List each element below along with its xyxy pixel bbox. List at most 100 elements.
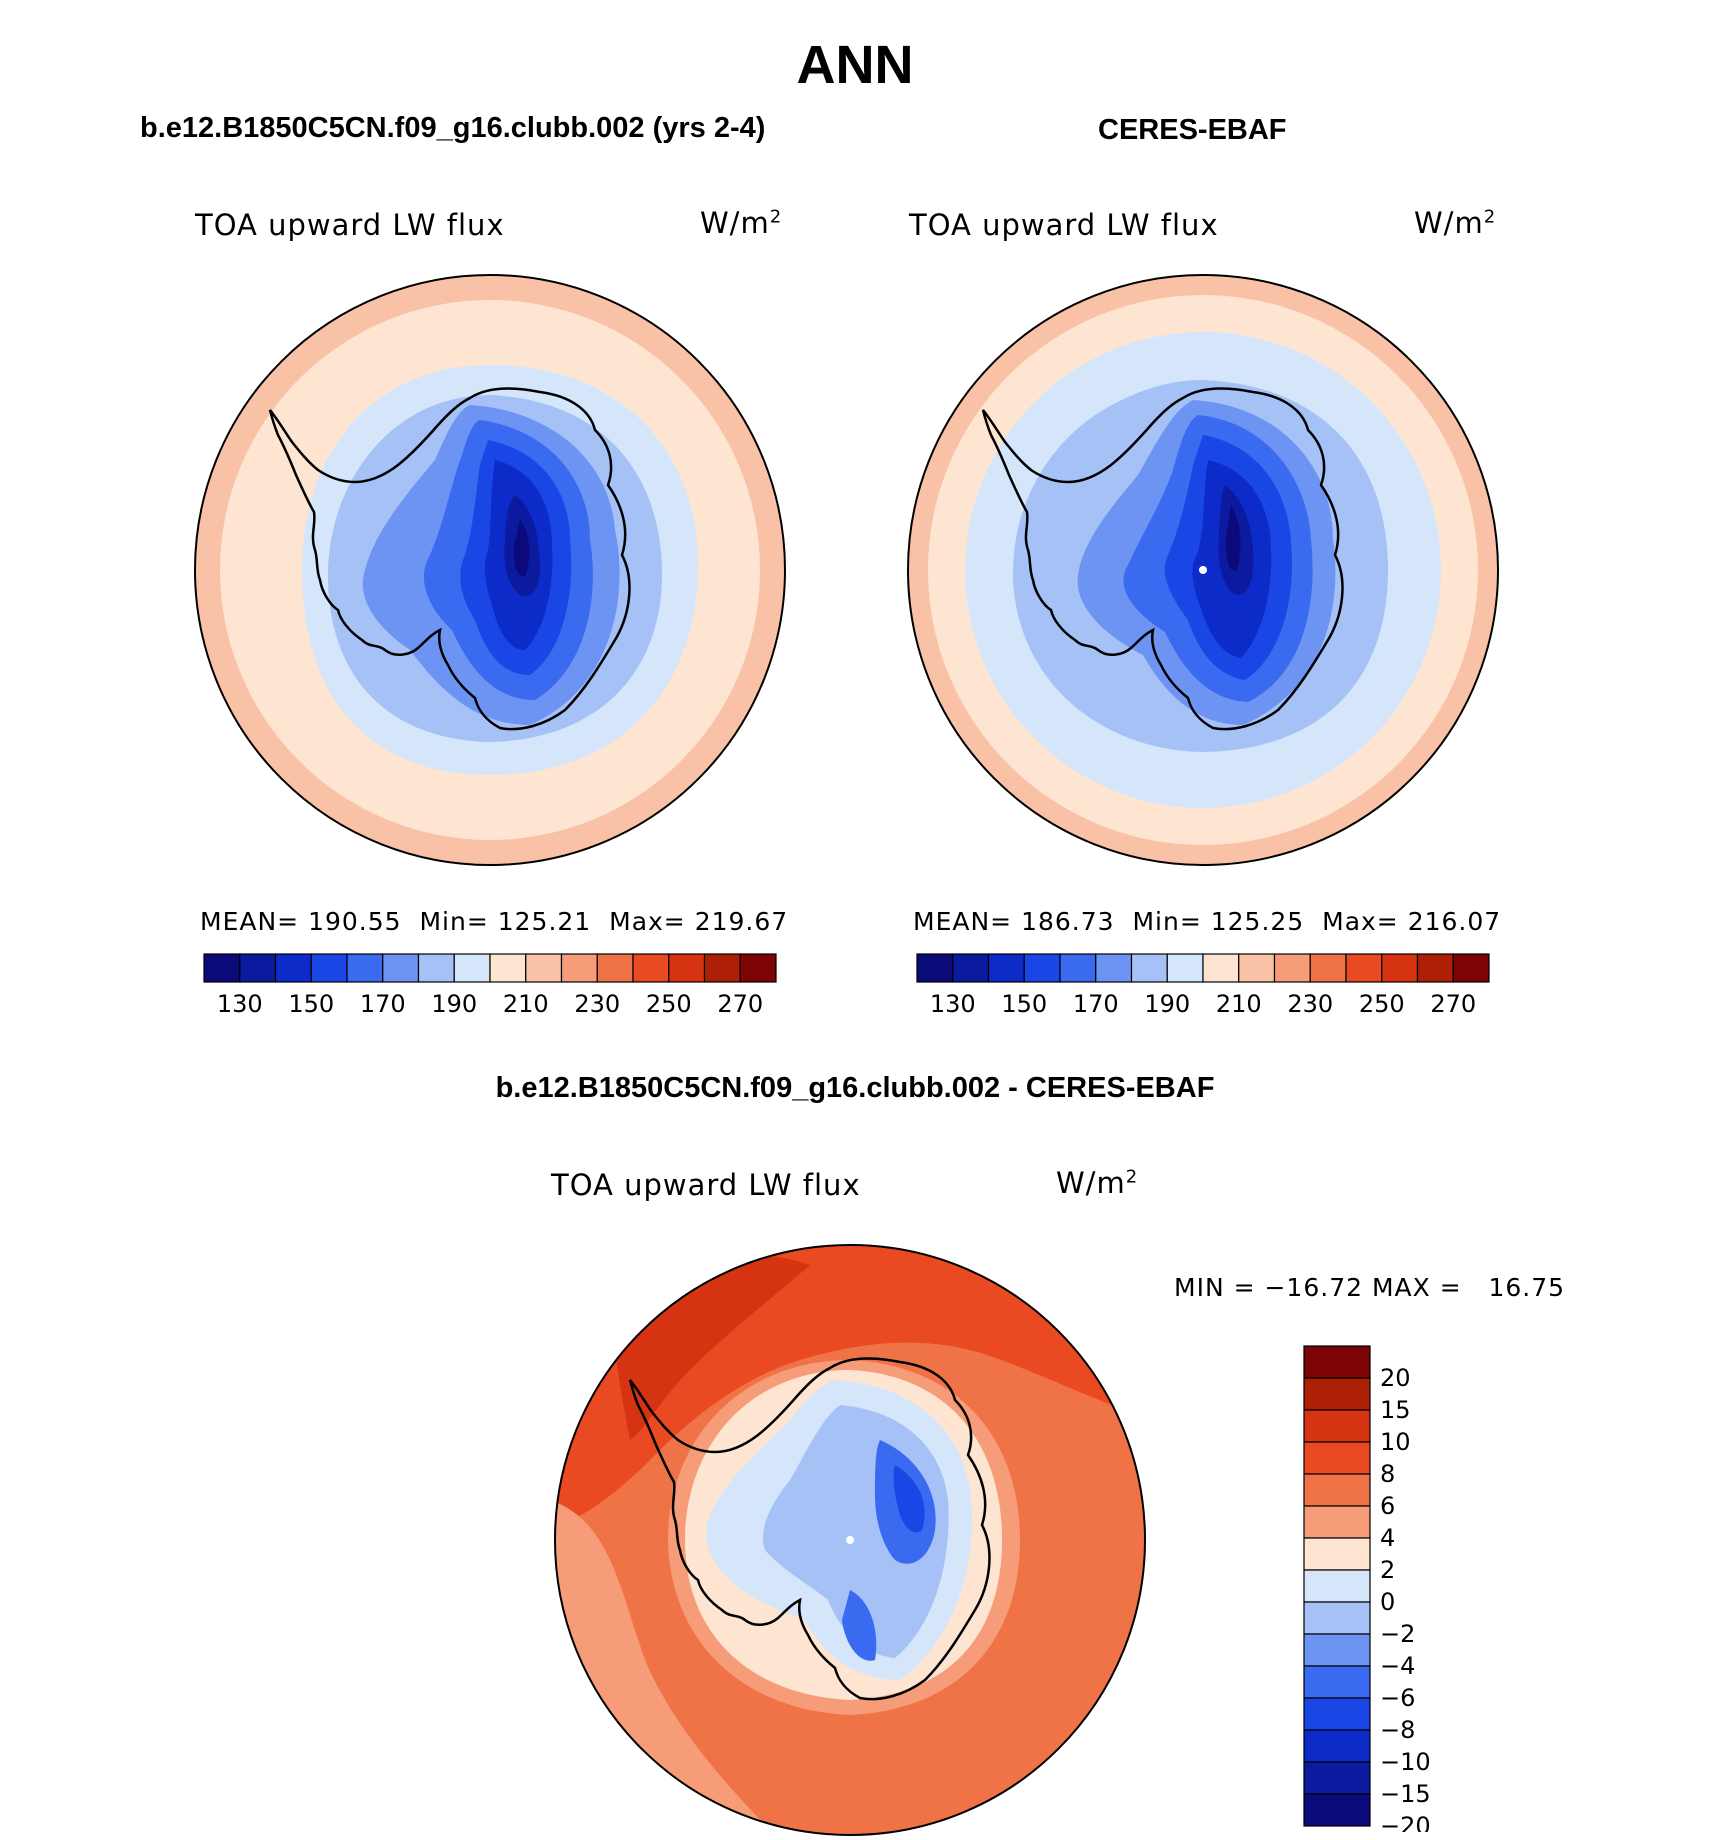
model-coastline [268,387,631,731]
diff-colorbar-swatch [1303,1665,1371,1699]
obs-pole-marker [1199,566,1207,574]
obs-colorbar-swatch [987,953,1025,983]
diff-variable-label: TOA upward LW flux [551,1168,861,1202]
model-colorbar-swatch [739,953,777,983]
diff-colorbar-tick-label: −2 [1380,1620,1415,1648]
model-colorbar-swatch [203,953,241,983]
model-colorbar-tick-label: 210 [503,990,549,1018]
model-colorbar-swatch [560,953,598,983]
model-mean-label: MEAN= [200,907,300,936]
obs-colorbar-swatch [1416,953,1454,983]
obs-case-title: CERES-EBAF [1098,114,1287,146]
model-colorbar-tick-label: 270 [717,990,763,1018]
model-colorbar-tick-label: 150 [288,990,334,1018]
diff-colorbar-tick-label: −8 [1380,1716,1415,1744]
obs-colorbar-swatch [1059,953,1097,983]
obs-coastline [981,387,1344,731]
model-colorbar-tick-label: 130 [217,990,263,1018]
obs-colorbar-swatch [1095,953,1133,983]
diff-colorbar-swatch [1303,1569,1371,1603]
model-colorbar-swatch [310,953,348,983]
diff-colorbar-tick-label: 20 [1380,1364,1411,1392]
obs-map-border [907,274,1499,866]
obs-colorbar-swatch [1345,953,1383,983]
obs-stats: MEAN= 186.73 Min= 125.25 Max= 216.07 [913,907,1501,936]
model-colorbar-tick-label: 250 [646,990,692,1018]
obs-colorbar-swatch [1452,953,1490,983]
model-colorbar-tick-label: 230 [574,990,620,1018]
obs-mean-label: MEAN= [913,907,1013,936]
page-title: ANN [796,35,914,95]
diff-colorbar-swatch [1303,1761,1371,1795]
model-colorbar: 130 150 170 190 210 230 250 270 [203,953,777,1018]
obs-colorbar-tick-label: 210 [1216,990,1262,1018]
obs-colorbar-swatch [952,953,990,983]
model-polar-map [194,274,786,866]
diff-colorbar-swatch [1303,1633,1371,1667]
diff-case-title: b.e12.B1850C5CN.f09_g16.clubb.002 - CERE… [495,1072,1215,1104]
obs-colorbar-tick-label: 230 [1287,990,1333,1018]
model-stats: MEAN= 190.55 Min= 125.21 Max= 219.67 [200,907,788,936]
obs-variable-label: TOA upward LW flux [909,208,1219,242]
obs-mean-value: 186.73 [1021,907,1115,936]
obs-colorbar-swatch [1381,953,1419,983]
model-map-border [194,274,786,866]
diff-colorbar-tick-label: 0 [1380,1588,1395,1616]
obs-colorbar-tick-label: 150 [1001,990,1047,1018]
model-colorbar-swatch [632,953,670,983]
obs-colorbar-swatch [1238,953,1276,983]
model-colorbar-tick-label: 190 [431,990,477,1018]
obs-colorbar-swatch [1166,953,1204,983]
diff-units: W/m2 [1056,1166,1138,1200]
model-min-value: 125.21 [497,907,592,936]
diff-units-base: W/m [1056,1166,1126,1200]
obs-units-base: W/m [1414,206,1484,240]
obs-units: W/m2 [1414,206,1496,240]
obs-colorbar-swatch [1309,953,1347,983]
obs-colorbar-tick-label: 130 [930,990,976,1018]
diff-colorbar-swatch [1303,1441,1371,1475]
diff-colorbar-tick-label: 10 [1380,1428,1411,1456]
diff-colorbar-swatch [1303,1697,1371,1731]
model-mean-value: 190.55 [308,907,402,936]
diff-colorbar-swatch [1303,1505,1371,1539]
model-colorbar-swatch [596,953,634,983]
obs-polar-map [907,274,1499,866]
diff-colorbar-swatch [1303,1377,1371,1411]
model-max-label: Max= [609,907,686,936]
diff-colorbar-swatch [1303,1537,1371,1571]
model-variable-label: TOA upward LW flux [195,208,505,242]
model-colorbar-swatch [453,953,491,983]
model-colorbar-tick-label: 170 [360,990,406,1018]
diff-field-band-neg8-peninsula [842,1590,877,1661]
obs-colorbar-swatch [1023,953,1061,983]
diff-map-border [554,1244,1146,1836]
diff-colorbar-swatch [1303,1793,1371,1827]
diff-coastline [628,1357,991,1701]
model-colorbar-swatch [274,953,312,983]
diff-colorbar-tick-label: −6 [1380,1684,1415,1712]
model-colorbar-swatch [489,953,527,983]
model-min-label: Min= [419,907,489,936]
diff-colorbar-tick-label: −15 [1380,1780,1431,1808]
diff-units-exponent: 2 [1125,1166,1139,1188]
model-field-band-130 [513,520,530,576]
model-colorbar-swatch [703,953,741,983]
model-units-base: W/m [700,206,770,240]
diff-colorbar-swatch [1303,1409,1371,1443]
diff-colorbar-tick-label: 8 [1380,1460,1395,1488]
model-colorbar-swatch [525,953,563,983]
diff-colorbar-tick-label: 6 [1380,1492,1395,1520]
diff-colorbar-tick-label: −10 [1380,1748,1431,1776]
obs-colorbar-tick-label: 190 [1144,990,1190,1018]
model-units-exponent: 2 [769,206,783,228]
obs-colorbar-tick-label: 170 [1073,990,1119,1018]
obs-min-value: 125.25 [1210,907,1305,936]
obs-colorbar-tick-label: 250 [1359,990,1405,1018]
diff-colorbar-swatch [1303,1729,1371,1763]
diff-field-band-neg10 [893,1465,925,1533]
model-colorbar-swatch [382,953,420,983]
obs-colorbar-swatch [1202,953,1240,983]
model-colorbar-swatch [668,953,706,983]
